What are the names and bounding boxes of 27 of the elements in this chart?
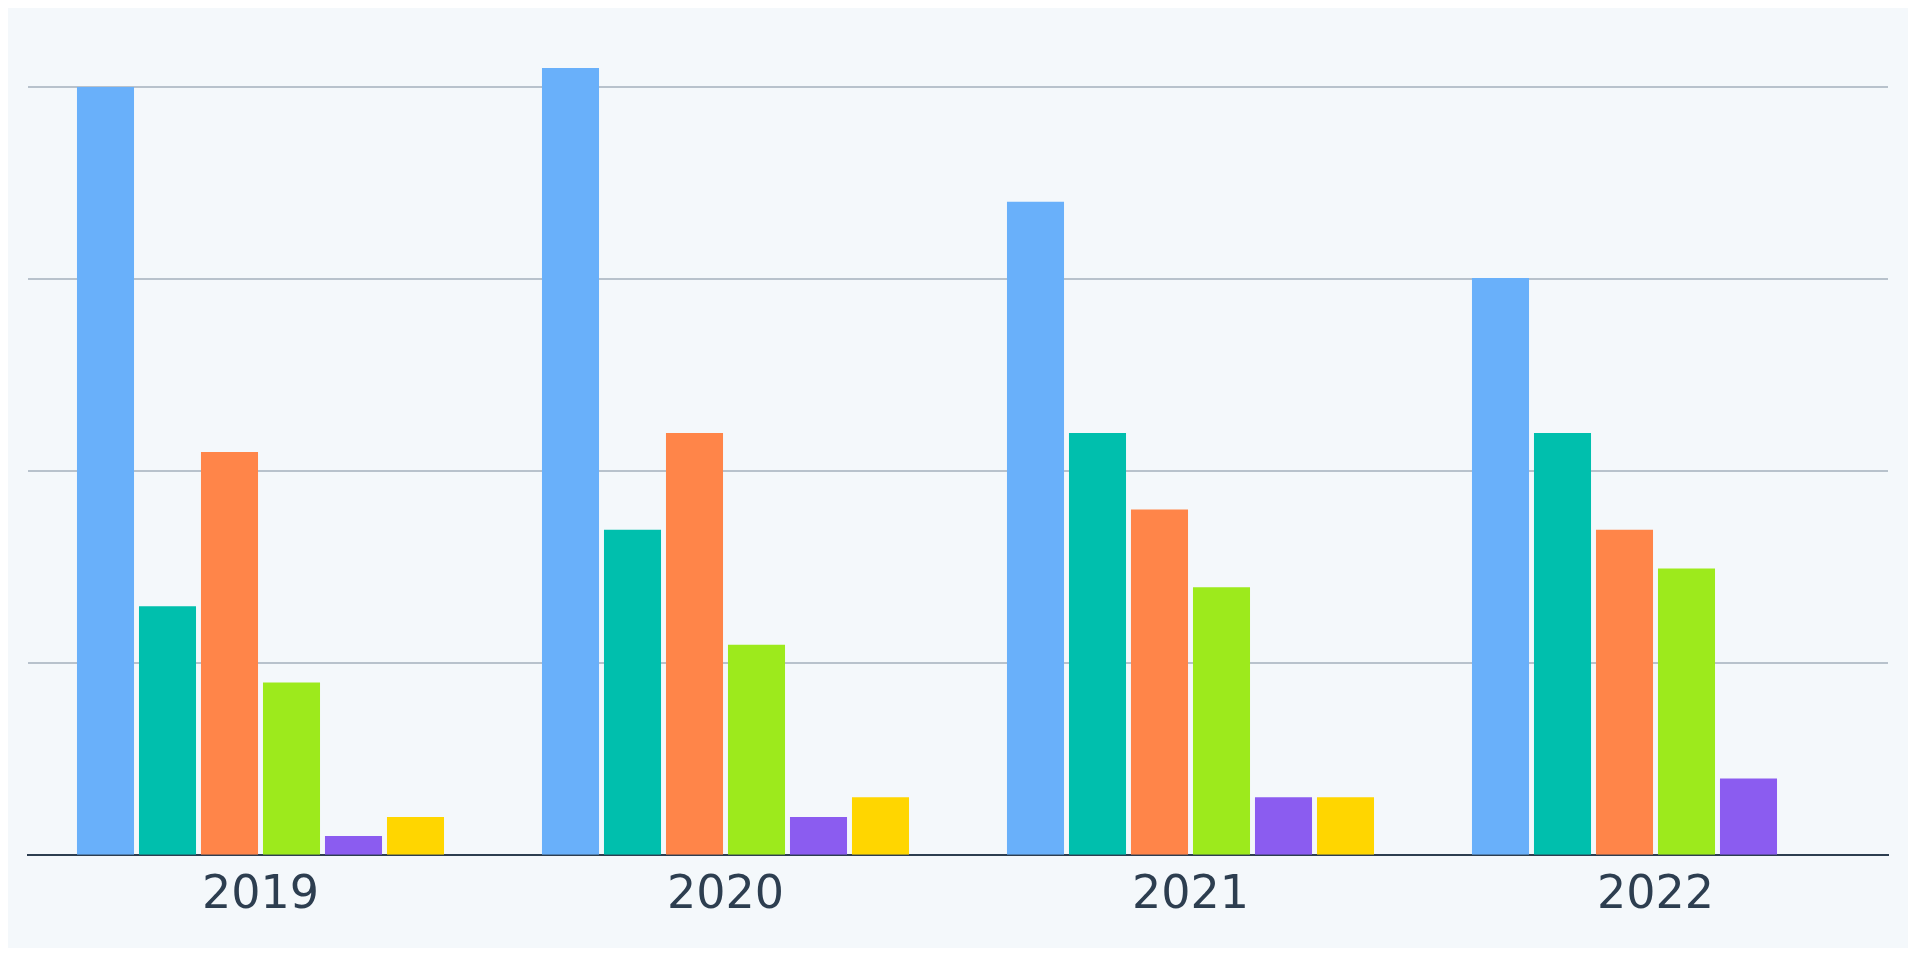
bar bbox=[541, 68, 600, 855]
bar bbox=[1316, 797, 1375, 855]
bar bbox=[1533, 433, 1592, 855]
bar bbox=[76, 86, 135, 855]
bar bbox=[1657, 568, 1716, 855]
x-tick-label: 2020 bbox=[666, 865, 785, 920]
bar bbox=[603, 529, 662, 855]
bar bbox=[1130, 509, 1189, 855]
bar bbox=[1595, 529, 1654, 855]
x-tick-label: 2019 bbox=[201, 865, 320, 920]
bar bbox=[386, 817, 445, 855]
x-tick-label: 2021 bbox=[1131, 865, 1250, 920]
bar bbox=[1719, 778, 1778, 855]
bar bbox=[727, 644, 786, 855]
bar bbox=[665, 433, 724, 855]
bar bbox=[262, 682, 321, 855]
bar bbox=[1192, 587, 1251, 855]
bar bbox=[324, 835, 383, 855]
bar bbox=[789, 817, 848, 855]
x-tick-label: 2022 bbox=[1596, 865, 1715, 920]
bar bbox=[1068, 433, 1127, 855]
bar bbox=[1471, 278, 1530, 855]
bar bbox=[1006, 201, 1065, 855]
bar bbox=[851, 797, 910, 855]
bar bbox=[1254, 797, 1313, 855]
bar bbox=[200, 451, 259, 855]
bar bbox=[138, 606, 197, 855]
